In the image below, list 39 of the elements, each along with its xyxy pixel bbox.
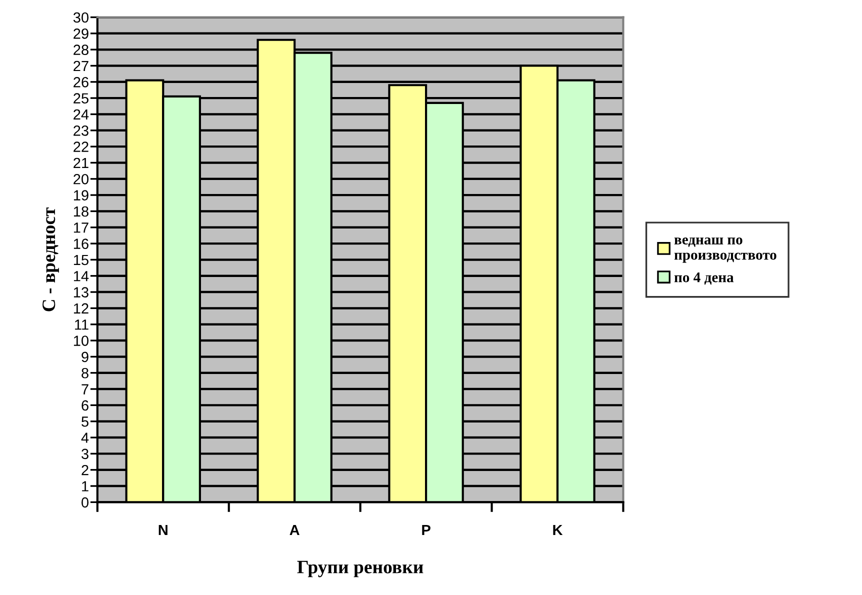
x-axis-title: Групи реновки [297,560,424,578]
y-tick-label: 2 [82,464,88,476]
y-tick-label: 19 [74,190,88,200]
legend-label: веднаш по производството [674,237,776,263]
y-tick-label: 9 [82,352,88,362]
x-tick-label: K [553,524,563,535]
y-tick-label: 12 [74,303,88,314]
y-tick-label: 3 [82,448,88,460]
y-tick-label: 23 [74,126,88,136]
y-tick-label: 14 [74,271,89,282]
y-tick-label: 4 [81,432,89,443]
y-tick-label: 29 [74,28,88,39]
y-tick-label: 1 [82,481,88,492]
y-tick-label: 26 [74,77,88,88]
y-tick-label: 7 [82,384,88,394]
y-tick-label: 24 [74,109,89,120]
y-tick-label: 17 [74,222,88,233]
y-tick-label: 8 [82,368,88,378]
x-tick-label: P [422,524,430,535]
y-tick-label: 20 [74,174,89,184]
y-tick-label: 22 [74,142,88,152]
y-tick-label: 16 [74,238,88,249]
y-tick-label: 11 [75,320,88,330]
y-tick-label: 25 [74,93,88,104]
y-tick-label: 15 [74,254,88,266]
y-tick-label: 10 [74,336,89,346]
y-tick-label: 30 [73,12,89,23]
legend-label: по 4 дена [674,272,734,285]
x-tick-label: N [158,524,168,535]
y-tick-label: 28 [74,44,88,56]
y-tick-label: 13 [74,287,88,298]
y-tick-label: 6 [82,400,88,411]
y-tick-label: 18 [74,206,88,217]
y-axis-title: C - вредност [42,207,59,312]
x-tick-label: A [290,524,300,535]
y-tick-label: 0 [82,497,89,508]
y-tick-label: 21 [74,158,88,168]
y-tick-label: 5 [82,416,88,427]
y-tick-label: 27 [74,60,88,72]
